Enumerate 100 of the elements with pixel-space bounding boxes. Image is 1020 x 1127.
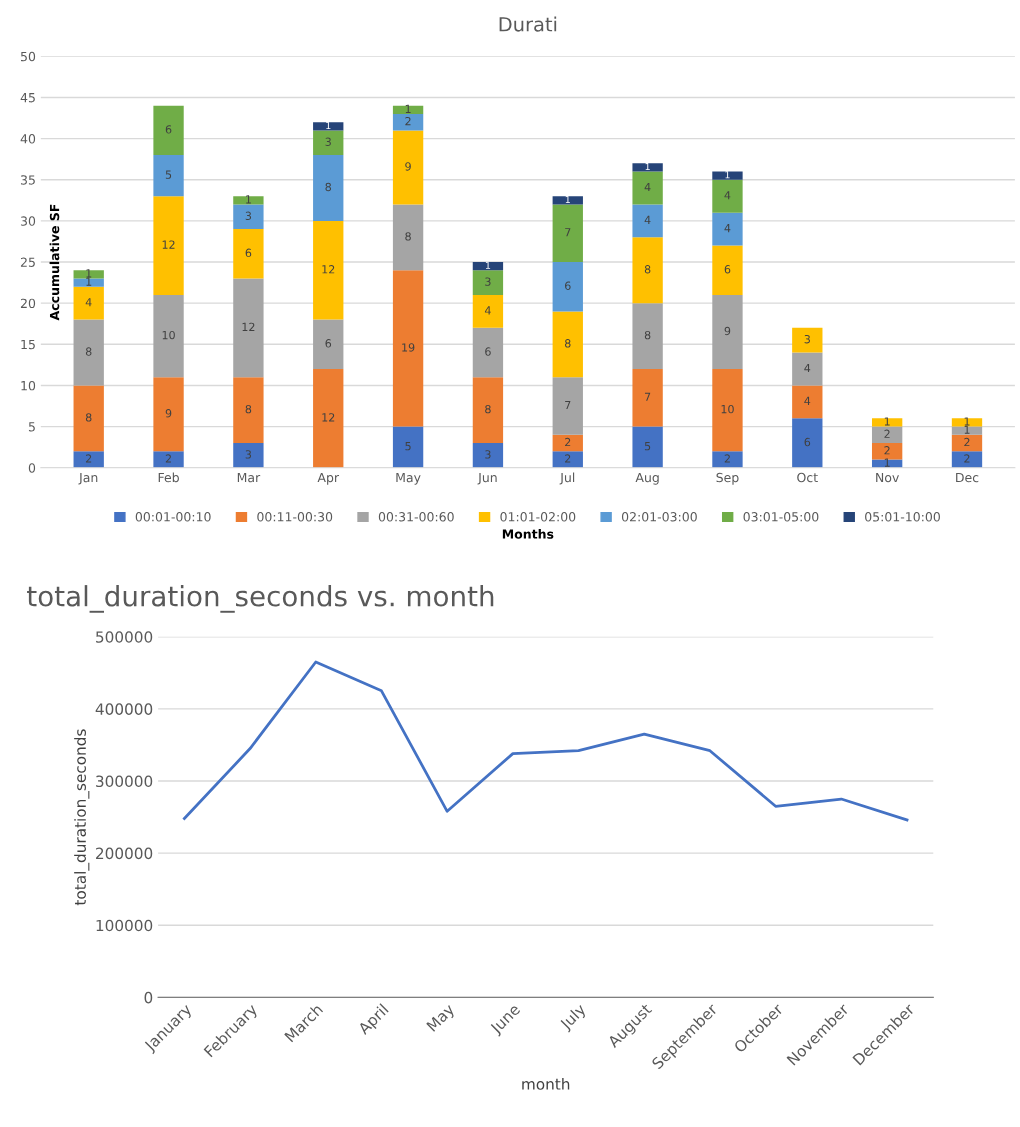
bar <box>472 294 504 328</box>
data-label: 2 <box>964 437 970 447</box>
bar <box>233 229 264 279</box>
bar <box>153 155 184 197</box>
bar <box>472 262 504 271</box>
bar <box>871 426 903 444</box>
x-tick-label: Oct <box>797 472 818 483</box>
x-tick-label: May <box>396 472 421 485</box>
bar <box>233 377 264 444</box>
data-label: 1 <box>86 277 92 286</box>
data-label: 6 <box>565 281 571 290</box>
legend-label: 05:01-10:00 <box>865 512 940 522</box>
data-label: 19 <box>402 343 415 352</box>
x-tick-label: Jan <box>78 472 98 485</box>
bar <box>951 418 983 427</box>
data-label: 1 <box>326 121 331 129</box>
bar <box>871 459 903 468</box>
legend-label: 03:01-05:00 <box>743 512 819 522</box>
x-axis-title: month <box>522 1077 570 1090</box>
y-axis-title: total_duration_seconds <box>74 729 90 906</box>
data-label: 6 <box>724 265 731 274</box>
bar <box>712 179 743 213</box>
data-label: 3 <box>245 211 252 220</box>
bar <box>233 204 264 230</box>
x-tick-label: Jun <box>477 472 497 485</box>
bar <box>712 294 743 369</box>
bar <box>632 204 663 238</box>
y-tick-label: 35 <box>20 175 35 185</box>
bar <box>313 122 344 131</box>
data-label: 8 <box>85 347 92 356</box>
x-tick-label: Apr <box>317 472 340 485</box>
y-tick-label: 10 <box>21 380 36 391</box>
bar <box>951 434 983 452</box>
y-tick-label: 50 <box>21 51 36 62</box>
bar <box>712 451 743 468</box>
data-label: 7 <box>565 228 571 237</box>
bar <box>153 105 184 156</box>
data-label: 1 <box>884 417 890 426</box>
data-label: 2 <box>724 454 730 463</box>
legend-label: 00:11-00:30 <box>257 512 333 522</box>
data-label: 6 <box>804 437 811 447</box>
x-tick-label: Dec <box>956 472 979 483</box>
y-tick-label: 45 <box>20 93 35 103</box>
bar <box>233 443 264 468</box>
data-label: 9 <box>405 162 411 171</box>
data-label: 9 <box>724 326 731 336</box>
bar <box>153 196 184 295</box>
y-tick-label: 15 <box>21 339 35 350</box>
x-tick-label: Nov <box>876 472 899 483</box>
data-label: 1 <box>964 417 970 426</box>
data-label: 8 <box>325 182 332 192</box>
bar <box>472 270 504 295</box>
y-tick-label: 200000 <box>96 847 153 860</box>
bar <box>712 368 743 452</box>
chart-title: Durati <box>499 16 557 32</box>
data-label: 12 <box>322 413 335 422</box>
bar <box>871 418 903 427</box>
data-label: 3 <box>804 335 810 344</box>
data-label: 7 <box>565 400 571 410</box>
bar <box>392 426 424 468</box>
bar <box>313 319 344 369</box>
bar <box>871 443 903 460</box>
data-label: 4 <box>85 298 92 307</box>
data-label: 12 <box>162 240 175 249</box>
data-label: 3 <box>325 137 331 146</box>
legend-label: 01:01-02:00 <box>500 512 576 522</box>
bar <box>552 434 583 452</box>
bar <box>792 385 823 419</box>
data-label: 6 <box>325 339 332 348</box>
legend-label: 00:01-00:10 <box>135 512 211 522</box>
bar <box>472 377 504 444</box>
bar <box>233 196 264 205</box>
data-label: 8 <box>485 404 491 414</box>
bar <box>951 426 983 435</box>
bar <box>552 204 583 263</box>
data-label: 6 <box>245 248 252 258</box>
bar <box>552 196 583 205</box>
data-label: 9 <box>165 409 172 418</box>
bar <box>632 237 663 304</box>
bar <box>313 220 344 320</box>
bar <box>392 204 424 271</box>
data-label: 1 <box>645 163 650 171</box>
data-label: 7 <box>644 392 651 401</box>
bar <box>632 163 663 172</box>
bar <box>153 451 184 468</box>
data-label: 3 <box>485 450 491 459</box>
bar <box>153 377 184 452</box>
data-label: 8 <box>85 413 92 422</box>
bar <box>552 451 583 468</box>
data-label: 6 <box>485 347 491 356</box>
y-tick-label: 0 <box>144 991 153 1004</box>
data-label: 1 <box>405 104 411 113</box>
chart-title: total_duration_seconds vs. month <box>27 585 494 613</box>
bar <box>313 130 344 156</box>
x-tick-label: Mar <box>237 472 261 483</box>
x-tick-label: Feb <box>158 472 179 483</box>
data-label: 5 <box>165 170 172 179</box>
bar <box>392 130 424 205</box>
bar <box>73 319 104 386</box>
data-label: 2 <box>884 446 890 455</box>
